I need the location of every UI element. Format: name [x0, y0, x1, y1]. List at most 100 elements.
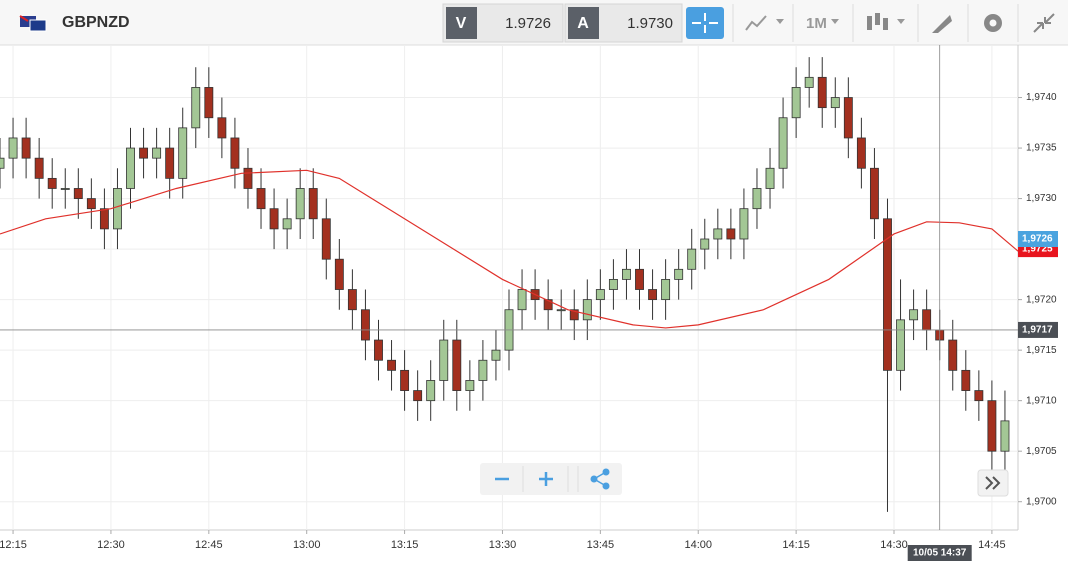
moving-average: [0, 169, 1019, 329]
candle-body: [243, 167, 253, 189]
candle-body: [204, 87, 214, 119]
candle-body: [987, 400, 997, 452]
candle-body: [635, 268, 644, 290]
candle-body: [830, 97, 840, 109]
candle-body: [661, 279, 671, 301]
candle-body: [152, 147, 162, 159]
candle-body: [595, 289, 605, 301]
toolbar-separators: [732, 4, 1019, 42]
candle-type-button[interactable]: [867, 13, 905, 30]
candle-body: [974, 390, 984, 402]
flag: [19, 15, 47, 32]
y-tick-label: 1,9700: [1026, 496, 1057, 507]
candle-body: [713, 228, 723, 240]
x-tick-label: 13:00: [293, 539, 321, 551]
ask-price: 1.9730: [627, 15, 673, 32]
candle-body: [426, 380, 436, 402]
y-tick-label: 1,9710: [1026, 395, 1057, 406]
candle-body: [334, 258, 344, 290]
timeframe-button[interactable]: 1M: [806, 15, 827, 32]
candle-body: [86, 198, 96, 210]
candle-body: [34, 157, 44, 179]
crosshair-button[interactable]: [686, 7, 724, 39]
candle-body: [543, 299, 553, 311]
candle-body: [8, 137, 18, 159]
candle-body: [178, 127, 188, 179]
x-tick-label: 12:45: [195, 539, 223, 551]
candle-body: [517, 289, 527, 311]
scroll-end-button[interactable]: [977, 469, 1009, 497]
candle-body: [73, 188, 83, 199]
candle-body: [674, 268, 684, 280]
candle-body: [791, 87, 801, 119]
draw-button[interactable]: [932, 15, 952, 33]
candle-body: [113, 188, 122, 230]
candle-body: [556, 309, 566, 312]
candle-body: [60, 188, 70, 190]
candle-body: [883, 218, 892, 371]
y-tick-label: 1,9740: [1026, 92, 1057, 103]
candle-body: [765, 167, 775, 189]
candle-body: [804, 76, 814, 88]
settings-hole: [989, 19, 997, 27]
y-tick-label: 1,9705: [1026, 446, 1057, 457]
x-tick-label: 14:15: [782, 539, 810, 551]
x-tick-label: 12:15: [0, 539, 27, 551]
candle-body: [961, 369, 971, 391]
ask-label: A: [577, 15, 589, 32]
candle-body: [569, 309, 579, 321]
candle-body: [869, 167, 879, 220]
share-button[interactable]: [590, 468, 610, 490]
candle-body: [191, 87, 201, 129]
crosshair-price-tag: [1018, 321, 1058, 338]
candle-body: [856, 137, 866, 169]
x-tick-label: 13:15: [391, 539, 419, 551]
candle-body: [582, 299, 592, 321]
candle-body: [608, 279, 618, 290]
candle-body: [752, 188, 762, 210]
bid-price: 1.9726: [505, 15, 551, 32]
candle-body: [256, 188, 266, 210]
candle-body: [478, 359, 488, 381]
candle-body: [374, 339, 383, 361]
candle-body: [726, 228, 736, 240]
symbol: GBPNZD: [62, 14, 130, 31]
fullscreen-button[interactable]: [1033, 13, 1055, 33]
candle-body: [321, 218, 331, 260]
candle-body: [896, 319, 905, 371]
x-tick-label: 14:30: [880, 539, 908, 551]
candle-body: [452, 339, 462, 391]
y-tick-label: 1,9730: [1026, 193, 1057, 204]
y-tick-label: 1,9715: [1026, 345, 1057, 356]
timeframe-caret: [831, 19, 839, 24]
candle-body: [308, 188, 318, 220]
candle-body: [126, 147, 135, 189]
candle-body: [439, 339, 449, 381]
candle-body: [282, 218, 292, 230]
candle-body: [21, 137, 31, 159]
price-marker-label: 1,9726: [1022, 234, 1053, 245]
bid-tag: [446, 7, 477, 39]
candle-body: [491, 349, 501, 361]
candle-body: [295, 188, 305, 220]
candle-body: [948, 339, 958, 371]
candle-body: [217, 117, 227, 139]
candle-body: [99, 208, 109, 230]
zoom-in-button[interactable]: [539, 472, 553, 486]
crosshair-price-label: 1,9717: [1022, 325, 1053, 336]
price-marker-label: 1,9725: [1022, 244, 1053, 255]
candle-body: [739, 208, 749, 240]
x-tick-label: 12:30: [97, 539, 125, 551]
chart-type-button[interactable]: [745, 15, 784, 31]
candle-body: [1000, 420, 1010, 452]
price-marker: [1018, 231, 1058, 247]
candle-body: [413, 390, 423, 402]
crosshair-time-label: 10/05 14:37: [913, 548, 967, 559]
x-tick-label: 14:00: [684, 539, 712, 551]
candle-body: [465, 380, 475, 391]
candle-body: [387, 359, 396, 371]
candle-body: [909, 309, 919, 321]
ask-tag: [568, 7, 599, 39]
candle-body: [0, 157, 5, 169]
candle-body: [165, 147, 175, 179]
